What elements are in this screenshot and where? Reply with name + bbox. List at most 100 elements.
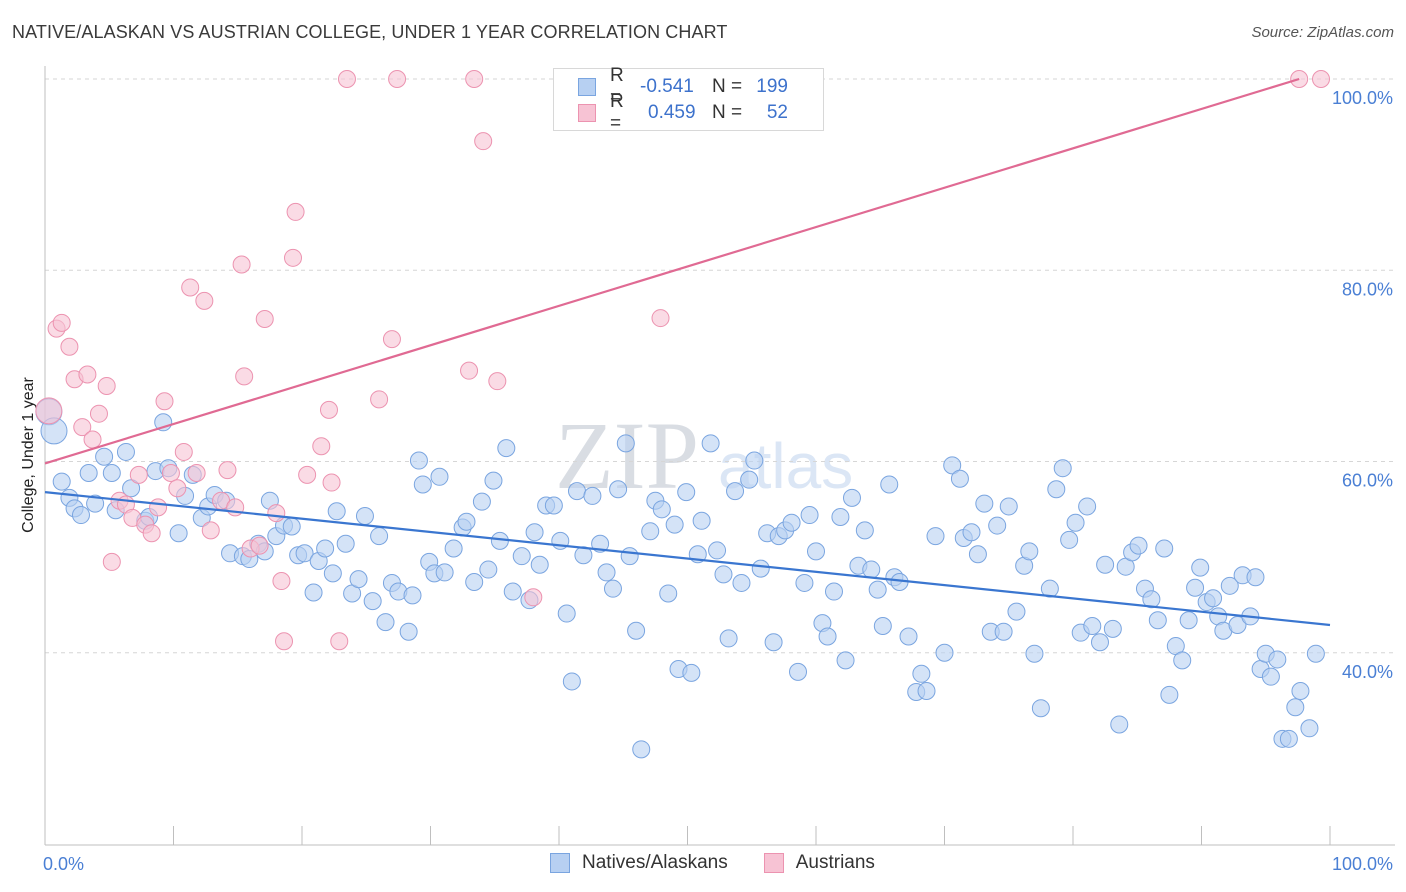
natives-point	[1078, 497, 1097, 516]
natives-point	[975, 494, 994, 513]
series-legend-natives: Natives/Alaskans	[550, 852, 728, 874]
natives-point	[1083, 616, 1102, 635]
y-tick-label: 80.0%	[1342, 279, 1393, 299]
natives-point	[652, 500, 671, 519]
austrians-point	[286, 202, 305, 221]
austrians-point	[337, 70, 356, 88]
natives-point	[1007, 602, 1026, 621]
natives-point	[355, 507, 374, 526]
natives-point	[968, 545, 987, 564]
natives-point	[316, 539, 335, 558]
natives-point	[597, 563, 616, 582]
natives-point	[1142, 590, 1161, 609]
austrians-point	[312, 437, 331, 456]
natives-point	[95, 447, 114, 466]
natives-point	[868, 580, 887, 599]
natives-point	[1291, 682, 1310, 700]
natives-point	[659, 584, 678, 603]
natives-point	[1220, 576, 1239, 595]
natives-point	[1090, 633, 1109, 652]
natives-point	[1110, 715, 1129, 734]
austrians-point	[83, 430, 102, 449]
legend-n-label: N =	[712, 76, 743, 97]
natives-point	[399, 622, 418, 641]
natives-point	[79, 463, 98, 482]
austrians-point	[195, 291, 214, 310]
natives-point	[1279, 729, 1298, 748]
austrians-point	[218, 461, 237, 480]
natives-point	[751, 559, 770, 578]
natives-point	[764, 633, 783, 652]
austrians-point	[187, 463, 206, 482]
natives-point	[1103, 619, 1122, 638]
natives-point	[726, 482, 745, 501]
austrians-point	[232, 255, 251, 274]
natives-point	[1204, 589, 1223, 608]
natives-point	[873, 616, 892, 635]
natives-point	[349, 570, 368, 589]
natives-point	[935, 643, 954, 662]
austrians-point	[250, 536, 269, 555]
axes	[44, 66, 1395, 846]
natives-point	[943, 456, 962, 475]
natives-point	[800, 506, 819, 525]
natives-point	[567, 482, 586, 501]
natives-point	[1020, 542, 1039, 561]
natives-point	[282, 517, 301, 536]
austrians-point	[73, 418, 92, 437]
natives-point	[880, 475, 899, 494]
natives-point	[632, 740, 651, 759]
austrians-point	[255, 310, 274, 329]
natives-point	[413, 475, 432, 494]
y-tick-label: 60.0%	[1342, 471, 1393, 491]
natives-point	[677, 483, 696, 502]
austrians-point	[168, 479, 187, 498]
natives-point	[1286, 698, 1305, 717]
austrians-point	[330, 632, 349, 651]
natives-point	[603, 579, 622, 598]
austrians-point	[235, 367, 254, 386]
legend-swatch-austrians	[578, 104, 596, 122]
natives-point	[620, 547, 639, 566]
source-label: Source: ZipAtlas.com	[1251, 24, 1394, 41]
natives-point	[327, 502, 346, 521]
austrians-point	[272, 572, 291, 591]
natives-point	[363, 592, 382, 611]
series-name-austrians: Austrians	[795, 852, 875, 873]
natives-point	[609, 480, 628, 499]
natives-point	[692, 511, 711, 530]
natives-point	[917, 682, 936, 700]
tick-labels: 40.0% 60.0% 80.0% 100.0% 0.0% 100.0%	[43, 88, 1393, 874]
natives-point	[1066, 513, 1085, 532]
legend-swatch-natives	[578, 78, 596, 96]
legend-r-value-natives: -0.541	[640, 76, 694, 97]
austrians-point	[161, 463, 180, 482]
series-swatch-natives	[550, 853, 570, 873]
austrians-point	[370, 390, 389, 409]
natives-point	[862, 560, 881, 579]
austrians-point	[474, 132, 493, 151]
legend-r-value-austrians: 0.459	[648, 102, 696, 123]
austrians-point	[319, 400, 338, 419]
natives-point	[544, 496, 563, 515]
natives-point	[1025, 644, 1044, 663]
natives-point	[682, 663, 701, 682]
trend-line-natives	[44, 491, 1331, 627]
natives-point	[708, 541, 727, 560]
natives-point	[1300, 719, 1319, 738]
natives-point	[116, 442, 135, 461]
austrians-point	[460, 361, 479, 380]
austrians-point	[129, 465, 148, 484]
natives-point	[1096, 555, 1115, 574]
natives-point	[818, 627, 837, 646]
austrians-point	[35, 397, 63, 425]
x-tick-label-max: 100.0%	[1332, 854, 1393, 874]
natives-point	[842, 488, 861, 507]
natives-point	[855, 521, 874, 540]
natives-point	[530, 555, 549, 574]
natives-point	[444, 539, 463, 558]
natives-point	[1179, 611, 1198, 630]
natives-point	[1160, 685, 1179, 704]
natives-point	[295, 544, 314, 563]
natives-point	[484, 471, 503, 490]
